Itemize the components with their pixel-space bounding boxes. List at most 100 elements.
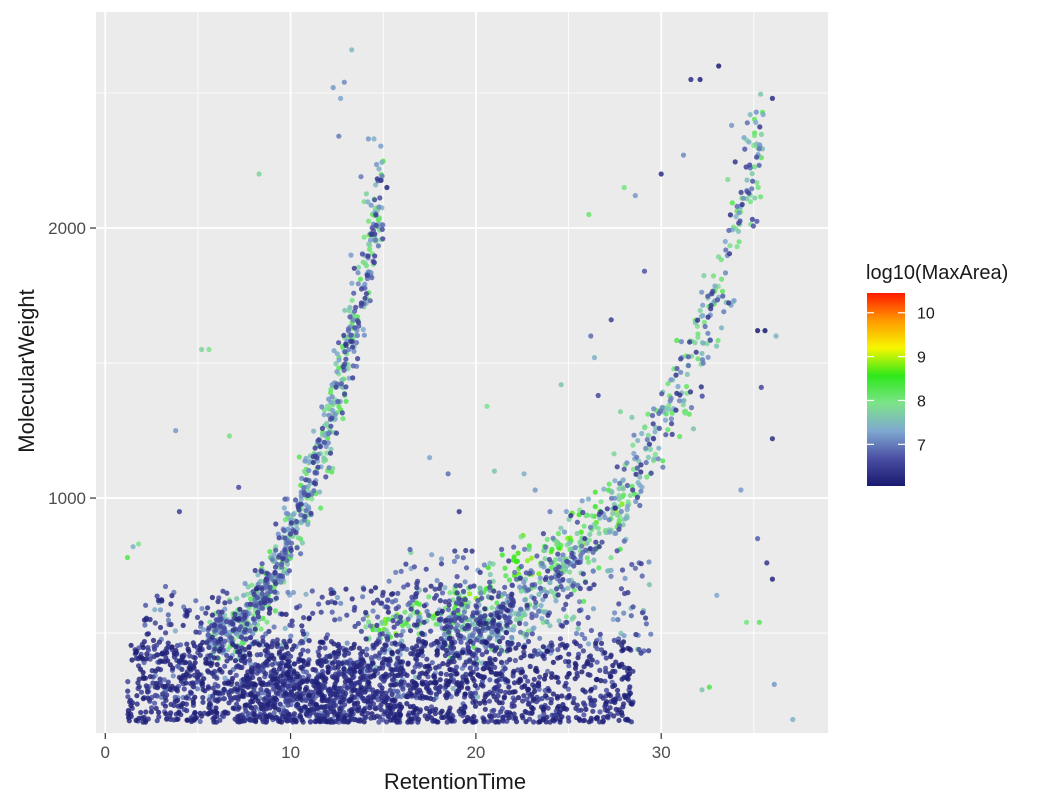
scatter-point bbox=[652, 451, 658, 457]
scatter-point bbox=[373, 237, 379, 243]
scatter-point bbox=[591, 355, 598, 361]
scatter-point bbox=[503, 629, 509, 636]
scatter-point bbox=[128, 642, 134, 648]
scatter-point bbox=[374, 689, 381, 695]
scatter-point bbox=[394, 632, 400, 638]
scatter-point bbox=[515, 611, 522, 618]
scatter-point bbox=[350, 344, 356, 350]
scatter-point bbox=[549, 642, 555, 649]
scatter-point bbox=[227, 599, 233, 605]
scatter-point bbox=[385, 609, 391, 615]
scatter-point bbox=[699, 350, 705, 357]
scatter-point bbox=[370, 660, 376, 666]
scatter-point bbox=[385, 713, 391, 719]
scatter-point bbox=[688, 405, 695, 411]
scatter-point bbox=[127, 697, 134, 704]
scatter-point bbox=[543, 693, 549, 699]
scatter-point bbox=[478, 682, 484, 688]
scatter-point bbox=[608, 555, 614, 561]
scatter-point bbox=[367, 298, 373, 304]
scatter-point bbox=[197, 718, 203, 725]
scatter-point bbox=[263, 660, 269, 666]
scatter-point bbox=[693, 349, 699, 355]
scatter-point bbox=[414, 585, 420, 591]
scatter-point bbox=[471, 714, 477, 720]
scatter-point bbox=[274, 641, 280, 647]
scatter-point bbox=[481, 674, 487, 680]
scatter-point bbox=[438, 582, 444, 588]
scatter-point bbox=[539, 560, 545, 567]
scatter-point bbox=[440, 645, 446, 651]
scatter-point bbox=[649, 412, 656, 419]
scatter-point bbox=[356, 645, 362, 651]
scatter-point bbox=[294, 545, 300, 551]
scatter-point bbox=[558, 525, 564, 531]
scatter-point bbox=[293, 530, 299, 536]
scatter-point bbox=[753, 109, 759, 115]
scatter-point bbox=[155, 597, 162, 604]
scatter-point bbox=[242, 653, 248, 659]
scatter-point bbox=[646, 559, 652, 565]
scatter-point bbox=[400, 622, 406, 629]
scatter-point bbox=[577, 585, 583, 592]
scatter-point bbox=[597, 709, 603, 715]
scatter-point bbox=[484, 403, 490, 409]
scatter-point bbox=[368, 202, 374, 208]
scatter-point bbox=[147, 674, 153, 680]
scatter-point bbox=[378, 143, 384, 149]
scatter-point bbox=[355, 270, 361, 276]
scatter-point bbox=[331, 348, 337, 354]
scatter-point bbox=[332, 600, 338, 606]
scatter-point bbox=[426, 688, 432, 694]
scatter-point bbox=[209, 670, 215, 676]
scatter-point bbox=[547, 580, 553, 586]
scatter-point bbox=[753, 119, 759, 126]
scatter-point bbox=[331, 685, 337, 691]
scatter-point bbox=[152, 620, 158, 626]
scatter-point bbox=[428, 583, 434, 589]
scatter-point bbox=[351, 687, 358, 693]
scatter-point bbox=[414, 581, 420, 587]
scatter-point bbox=[265, 701, 271, 707]
scatter-point bbox=[328, 446, 334, 452]
scatter-point bbox=[497, 671, 503, 677]
scatter-point bbox=[700, 302, 706, 308]
scatter-point bbox=[662, 417, 669, 423]
scatter-point bbox=[458, 684, 465, 690]
scatter-point bbox=[247, 628, 253, 634]
scatter-point bbox=[506, 615, 512, 621]
scatter-point bbox=[154, 680, 160, 686]
scatter-point bbox=[560, 552, 566, 558]
scatter-point bbox=[148, 709, 154, 715]
scatter-point bbox=[430, 615, 436, 621]
scatter-point bbox=[266, 610, 272, 616]
scatter-point bbox=[519, 713, 525, 719]
scatter-point bbox=[738, 189, 744, 195]
scatter-point bbox=[314, 680, 321, 686]
scatter-point bbox=[287, 622, 293, 628]
scatter-point bbox=[180, 700, 186, 707]
scatter-point bbox=[398, 679, 404, 685]
x-tick-label: 10 bbox=[281, 743, 300, 762]
scatter-point bbox=[331, 641, 337, 647]
scatter-point bbox=[610, 668, 616, 674]
scatter-point bbox=[660, 464, 666, 470]
scatter-point bbox=[448, 672, 454, 679]
scatter-point bbox=[462, 703, 468, 709]
scatter-point bbox=[469, 632, 475, 639]
scatter-point bbox=[574, 559, 581, 566]
scatter-point bbox=[526, 546, 532, 553]
scatter-point bbox=[746, 190, 752, 196]
scatter-point bbox=[331, 709, 337, 715]
scatter-point bbox=[262, 600, 268, 606]
scatter-point bbox=[555, 592, 561, 598]
scatter-point bbox=[267, 584, 273, 591]
scatter-point bbox=[434, 652, 440, 658]
scatter-point bbox=[507, 657, 513, 663]
scatter-point bbox=[577, 539, 584, 545]
scatter-point bbox=[259, 561, 265, 567]
scatter-point bbox=[407, 687, 413, 693]
scatter-point bbox=[529, 555, 535, 561]
scatter-point bbox=[534, 651, 541, 657]
